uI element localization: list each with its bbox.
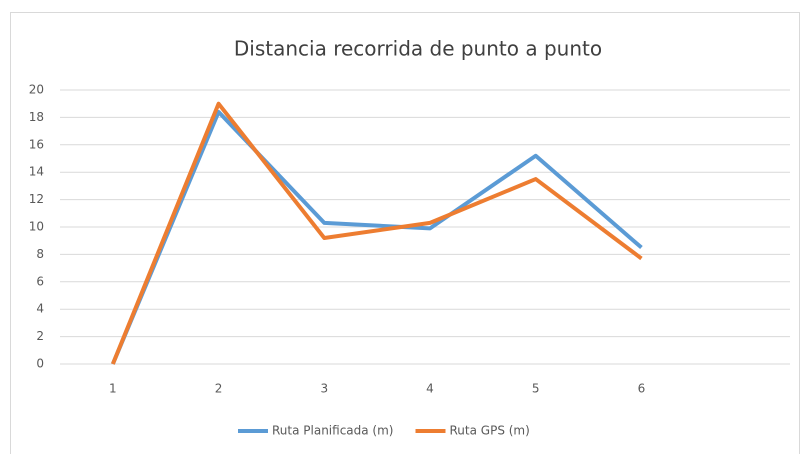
y-tick-label: 4 [36,302,44,316]
y-tick-label: 10 [29,220,44,234]
y-tick-label: 2 [36,329,44,343]
legend-label: Ruta GPS (m) [450,424,530,438]
series-line [111,109,643,365]
y-tick-label: 8 [36,247,44,261]
y-tick-label: 20 [29,83,44,97]
y-tick-label: 16 [29,137,44,151]
chart-title: Distancia recorrida de punto a punto [234,37,602,61]
y-tick-label: 12 [29,192,44,206]
x-tick-label: 2 [215,382,223,396]
x-tick-label: 5 [532,382,540,396]
x-tick-label: 1 [109,382,117,396]
y-tick-label: 6 [36,274,44,288]
y-tick-label: 14 [29,165,44,179]
chart-frame [10,12,800,454]
y-tick-label: 0 [36,357,44,371]
legend-label: Ruta Planificada (m) [272,424,394,438]
series-line [111,101,643,365]
y-tick-label: 18 [29,110,44,124]
x-tick-label: 4 [426,382,434,396]
x-tick-label: 6 [638,382,646,396]
x-tick-label: 3 [320,382,328,396]
